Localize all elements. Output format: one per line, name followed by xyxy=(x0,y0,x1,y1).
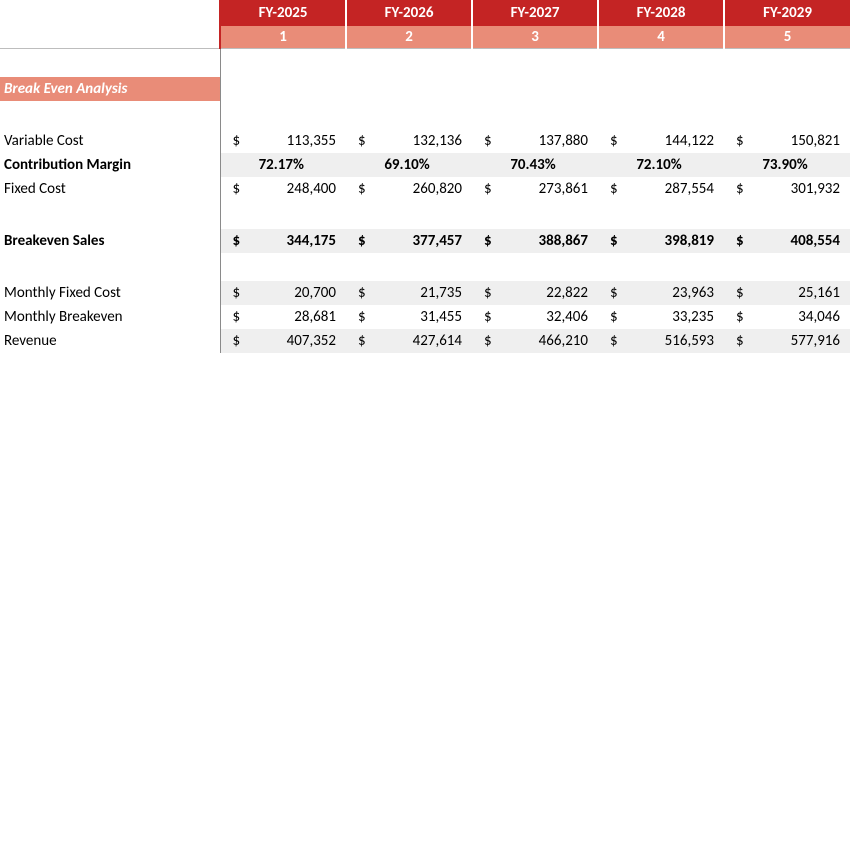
spacer xyxy=(0,49,850,77)
header-blank xyxy=(0,26,220,49)
row-label: Contribution Margin xyxy=(0,153,220,177)
header-period: 1 xyxy=(220,26,346,49)
cell: $31,455 xyxy=(346,305,472,329)
row-label: Variable Cost xyxy=(0,129,220,153)
header-period: 3 xyxy=(472,26,598,49)
cell: $34,046 xyxy=(724,305,850,329)
header-period: 4 xyxy=(598,26,724,49)
cell: 70.43% xyxy=(472,153,598,177)
cell: $287,554 xyxy=(598,177,724,201)
row-monthly-breakeven: Monthly Breakeven $28,681 $31,455 $32,40… xyxy=(0,305,850,329)
header-year: FY-2025 xyxy=(220,0,346,26)
spacer xyxy=(0,253,850,281)
header-blank xyxy=(0,0,220,26)
cell: $301,932 xyxy=(724,177,850,201)
cell: $407,352 xyxy=(220,329,346,353)
header-periods-row: 1 2 3 4 5 xyxy=(0,26,850,49)
cell: 69.10% xyxy=(346,153,472,177)
row-label: Breakeven Sales xyxy=(0,229,220,253)
header-period: 2 xyxy=(346,26,472,49)
section-title-row: Break Even Analysis xyxy=(0,77,850,101)
breakeven-table: FY-2025 FY-2026 FY-2027 FY-2028 FY-2029 … xyxy=(0,0,850,353)
header-year: FY-2026 xyxy=(346,0,472,26)
cell: $150,821 xyxy=(724,129,850,153)
header-year: FY-2028 xyxy=(598,0,724,26)
cell: $21,735 xyxy=(346,281,472,305)
empty-cell xyxy=(220,77,850,101)
cell: $408,554 xyxy=(724,229,850,253)
cell: $132,136 xyxy=(346,129,472,153)
cell: 72.17% xyxy=(220,153,346,177)
cell: $113,355 xyxy=(220,129,346,153)
row-monthly-fixed-cost: Monthly Fixed Cost $20,700 $21,735 $22,8… xyxy=(0,281,850,305)
cell: $20,700 xyxy=(220,281,346,305)
cell: $516,593 xyxy=(598,329,724,353)
cell: $577,916 xyxy=(724,329,850,353)
cell: $25,161 xyxy=(724,281,850,305)
row-label: Fixed Cost xyxy=(0,177,220,201)
cell: $273,861 xyxy=(472,177,598,201)
row-label: Revenue xyxy=(0,329,220,353)
row-fixed-cost: Fixed Cost $248,400 $260,820 $273,861 $2… xyxy=(0,177,850,201)
cell: $344,175 xyxy=(220,229,346,253)
header-year: FY-2029 xyxy=(724,0,850,26)
cell: $33,235 xyxy=(598,305,724,329)
row-label: Monthly Fixed Cost xyxy=(0,281,220,305)
cell: $377,457 xyxy=(346,229,472,253)
cell: $144,122 xyxy=(598,129,724,153)
section-title: Break Even Analysis xyxy=(0,77,220,101)
cell: $466,210 xyxy=(472,329,598,353)
cell: $137,880 xyxy=(472,129,598,153)
spacer xyxy=(0,201,850,229)
spacer xyxy=(0,101,850,129)
cell: $427,614 xyxy=(346,329,472,353)
data-table: FY-2025 FY-2026 FY-2027 FY-2028 FY-2029 … xyxy=(0,0,850,353)
cell: 72.10% xyxy=(598,153,724,177)
header-year: FY-2027 xyxy=(472,0,598,26)
cell: $260,820 xyxy=(346,177,472,201)
row-contribution-margin: Contribution Margin 72.17% 69.10% 70.43%… xyxy=(0,153,850,177)
row-revenue: Revenue $407,352 $427,614 $466,210 $516,… xyxy=(0,329,850,353)
cell: $28,681 xyxy=(220,305,346,329)
cell: $23,963 xyxy=(598,281,724,305)
header-period: 5 xyxy=(724,26,850,49)
row-label: Monthly Breakeven xyxy=(0,305,220,329)
cell: $398,819 xyxy=(598,229,724,253)
cell: $388,867 xyxy=(472,229,598,253)
cell: 73.90% xyxy=(724,153,850,177)
row-variable-cost: Variable Cost $113,355 $132,136 $137,880… xyxy=(0,129,850,153)
cell: $248,400 xyxy=(220,177,346,201)
cell: $22,822 xyxy=(472,281,598,305)
cell: $32,406 xyxy=(472,305,598,329)
header-years-row: FY-2025 FY-2026 FY-2027 FY-2028 FY-2029 xyxy=(0,0,850,26)
row-breakeven-sales: Breakeven Sales $344,175 $377,457 $388,8… xyxy=(0,229,850,253)
